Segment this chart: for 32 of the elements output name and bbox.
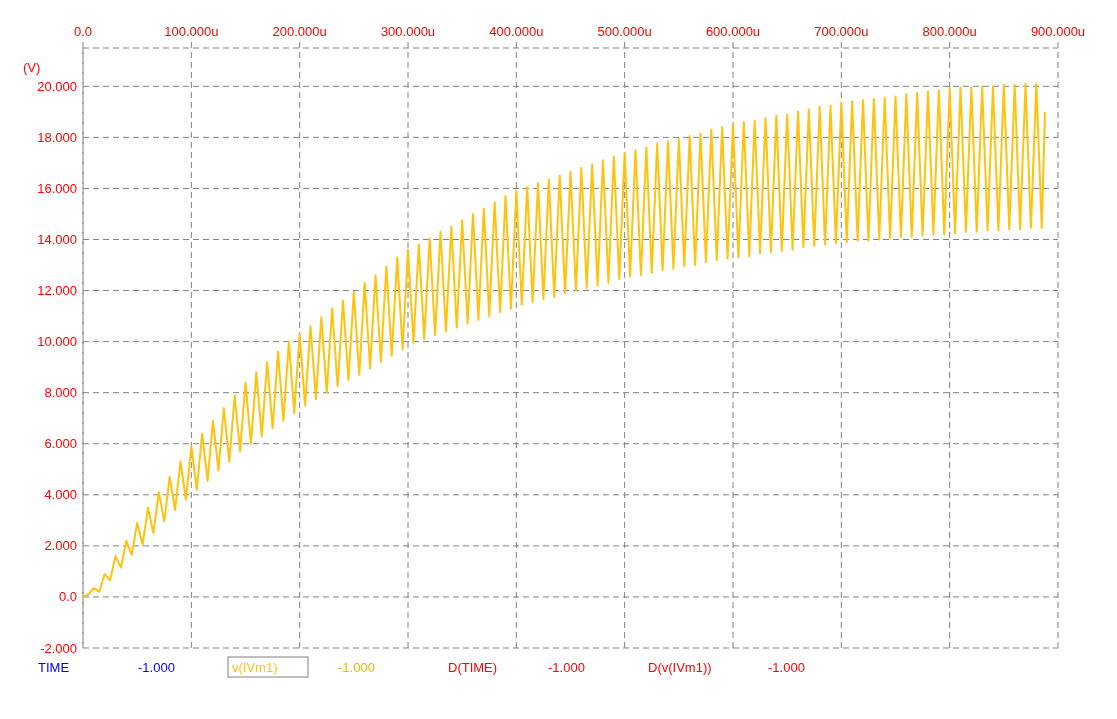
x-tick-label: 800.000u [922, 24, 977, 39]
line-series [82, 82, 1046, 598]
x-tick-label: 400.000u [489, 24, 544, 39]
text: v(IVm1) [232, 660, 278, 675]
y-tick-label: 8.000 [44, 385, 77, 401]
y-tick-label: 14.000 [37, 232, 77, 248]
text: D(v(IVm1)) [648, 660, 712, 675]
x-tick-label: 100.000u [164, 24, 219, 39]
x-tick-label: 0.0 [73, 24, 93, 39]
y-tick-label: 16.000 [37, 180, 77, 196]
y-tick-label: 12.000 [37, 283, 77, 299]
x-tick-label: 700.000u [814, 24, 869, 39]
x-tick-label: 600.000u [705, 24, 761, 39]
text: -1.000 [548, 660, 585, 675]
y-tick-label: 18.000 [37, 129, 77, 145]
y-axis-title: (V) [23, 60, 41, 75]
y-tick-label: 2.000 [44, 538, 77, 554]
y-tick-label: -2.000 [40, 640, 77, 656]
y-tick-label: 4.000 [44, 487, 77, 503]
x-tick-label: 900.000u [1030, 24, 1086, 39]
text: TIME [38, 660, 70, 675]
y-tick-label: 6.000 [44, 436, 77, 452]
y-tick-label: 20.000 [37, 78, 77, 94]
text: -1.000 [338, 660, 375, 675]
y-tick-label: 0.0 [58, 589, 77, 605]
text: -1.000 [138, 660, 175, 675]
y-tick-label: 10.000 [37, 334, 77, 350]
x-tick-label: 500.000u [597, 24, 652, 39]
text: -1.000 [768, 660, 805, 675]
text: D(TIME) [448, 660, 498, 675]
x-tick-label: 300.000u [380, 24, 436, 39]
x-tick-label: 200.000u [272, 24, 327, 39]
